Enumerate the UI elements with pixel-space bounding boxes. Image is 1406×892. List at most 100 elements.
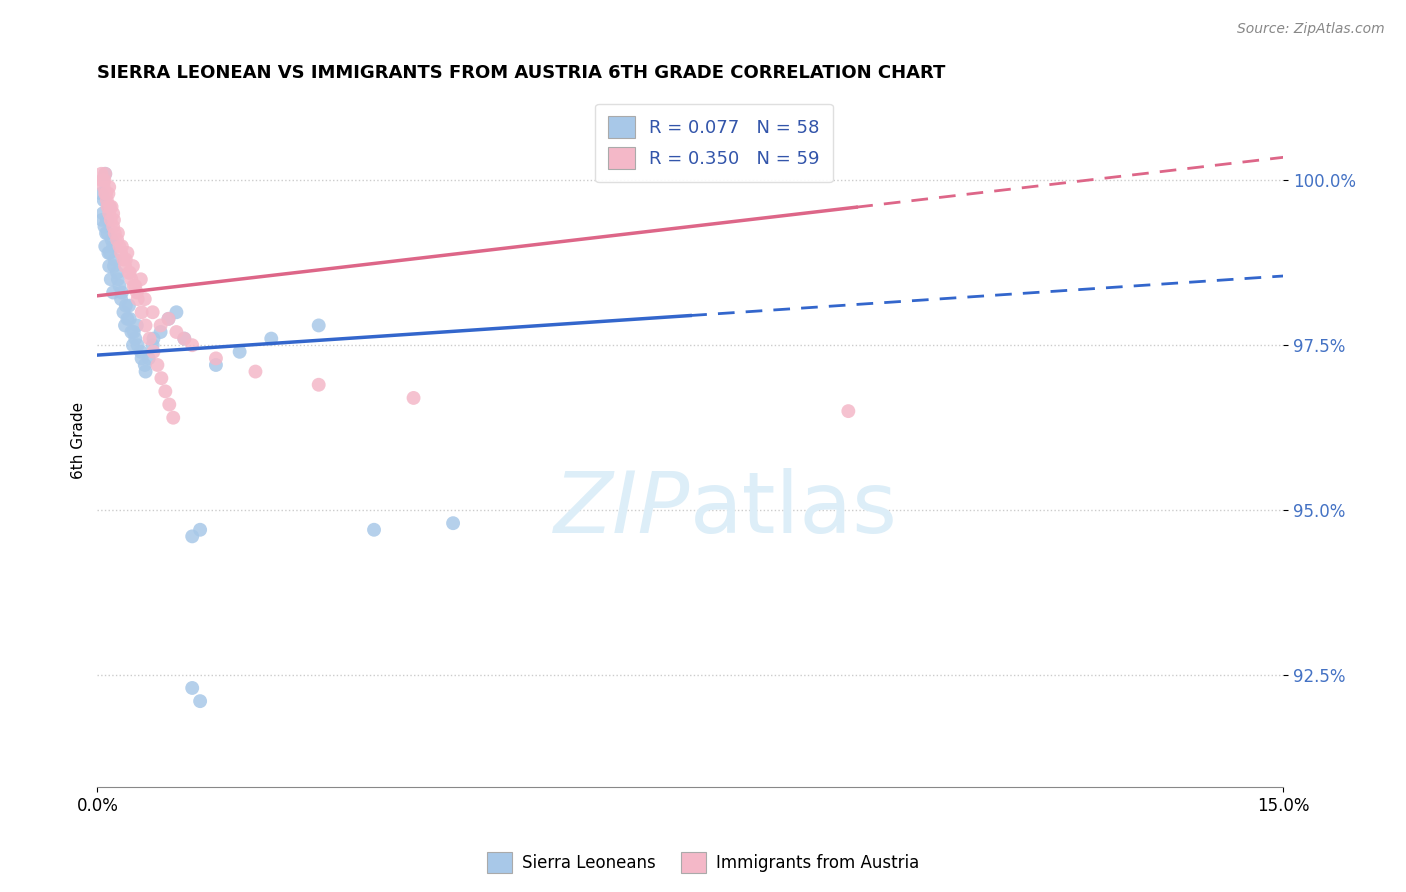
- Point: [101, 285, 124, 300]
- Point: [142, 332, 165, 346]
- Point: [90, 167, 112, 181]
- Point: [122, 259, 145, 273]
- Point: [97, 226, 120, 240]
- Text: atlas: atlas: [690, 468, 898, 551]
- Point: [114, 259, 136, 273]
- Point: [165, 305, 187, 319]
- Point: [101, 206, 124, 220]
- Point: [105, 266, 128, 280]
- Point: [173, 332, 195, 346]
- Point: [94, 186, 117, 201]
- Point: [118, 299, 141, 313]
- Point: [110, 292, 132, 306]
- Point: [94, 186, 117, 201]
- Point: [110, 246, 132, 260]
- Point: [149, 318, 172, 333]
- Point: [104, 252, 127, 267]
- Point: [149, 325, 172, 339]
- Point: [100, 213, 122, 227]
- Point: [127, 338, 149, 352]
- Point: [363, 523, 385, 537]
- Point: [155, 384, 177, 399]
- Point: [111, 239, 134, 253]
- Point: [308, 318, 330, 333]
- Point: [118, 266, 141, 280]
- Point: [135, 318, 157, 333]
- Point: [112, 252, 135, 267]
- Point: [308, 377, 330, 392]
- Point: [134, 358, 156, 372]
- Point: [105, 233, 128, 247]
- Point: [108, 239, 131, 253]
- Point: [112, 305, 135, 319]
- Point: [91, 213, 114, 227]
- Point: [101, 219, 124, 234]
- Point: [138, 332, 160, 346]
- Point: [124, 332, 146, 346]
- Point: [98, 259, 121, 273]
- Point: [103, 259, 125, 273]
- Point: [98, 180, 121, 194]
- Point: [122, 325, 145, 339]
- Point: [120, 272, 142, 286]
- Point: [104, 226, 127, 240]
- Point: [94, 239, 117, 253]
- Point: [129, 344, 152, 359]
- Point: [157, 311, 180, 326]
- Point: [441, 516, 464, 531]
- Point: [98, 200, 121, 214]
- Point: [117, 311, 139, 326]
- Point: [97, 186, 120, 201]
- Text: Source: ZipAtlas.com: Source: ZipAtlas.com: [1237, 22, 1385, 37]
- Point: [138, 351, 160, 366]
- Point: [162, 410, 184, 425]
- Point: [165, 325, 187, 339]
- Point: [131, 351, 153, 366]
- Point: [142, 305, 165, 319]
- Point: [114, 318, 136, 333]
- Point: [125, 285, 148, 300]
- Point: [101, 239, 124, 253]
- Point: [100, 200, 122, 214]
- Point: [94, 167, 117, 181]
- Point: [107, 226, 129, 240]
- Point: [125, 318, 148, 333]
- Point: [837, 404, 859, 418]
- Legend: Sierra Leoneans, Immigrants from Austria: Sierra Leoneans, Immigrants from Austria: [481, 846, 925, 880]
- Point: [120, 325, 142, 339]
- Legend: R = 0.077   N = 58, R = 0.350   N = 59: R = 0.077 N = 58, R = 0.350 N = 59: [595, 103, 832, 182]
- Point: [118, 311, 141, 326]
- Point: [98, 200, 121, 214]
- Point: [131, 305, 153, 319]
- Point: [146, 358, 169, 372]
- Point: [150, 371, 173, 385]
- Point: [97, 200, 120, 214]
- Point: [100, 272, 122, 286]
- Point: [142, 338, 165, 352]
- Point: [114, 299, 136, 313]
- Point: [228, 344, 250, 359]
- Point: [181, 529, 204, 543]
- Point: [157, 398, 180, 412]
- Point: [98, 246, 121, 260]
- Point: [173, 332, 195, 346]
- Point: [96, 213, 118, 227]
- Point: [114, 252, 136, 267]
- Point: [181, 681, 204, 695]
- Point: [93, 193, 115, 207]
- Point: [188, 694, 211, 708]
- Point: [188, 523, 211, 537]
- Point: [205, 358, 228, 372]
- Point: [96, 193, 118, 207]
- Text: ZIP: ZIP: [554, 468, 690, 551]
- Point: [135, 365, 157, 379]
- Point: [107, 272, 129, 286]
- Point: [91, 173, 114, 187]
- Point: [122, 278, 145, 293]
- Point: [134, 292, 156, 306]
- Point: [91, 206, 114, 220]
- Y-axis label: 6th Grade: 6th Grade: [72, 402, 86, 479]
- Point: [94, 226, 117, 240]
- Point: [103, 213, 125, 227]
- Point: [122, 338, 145, 352]
